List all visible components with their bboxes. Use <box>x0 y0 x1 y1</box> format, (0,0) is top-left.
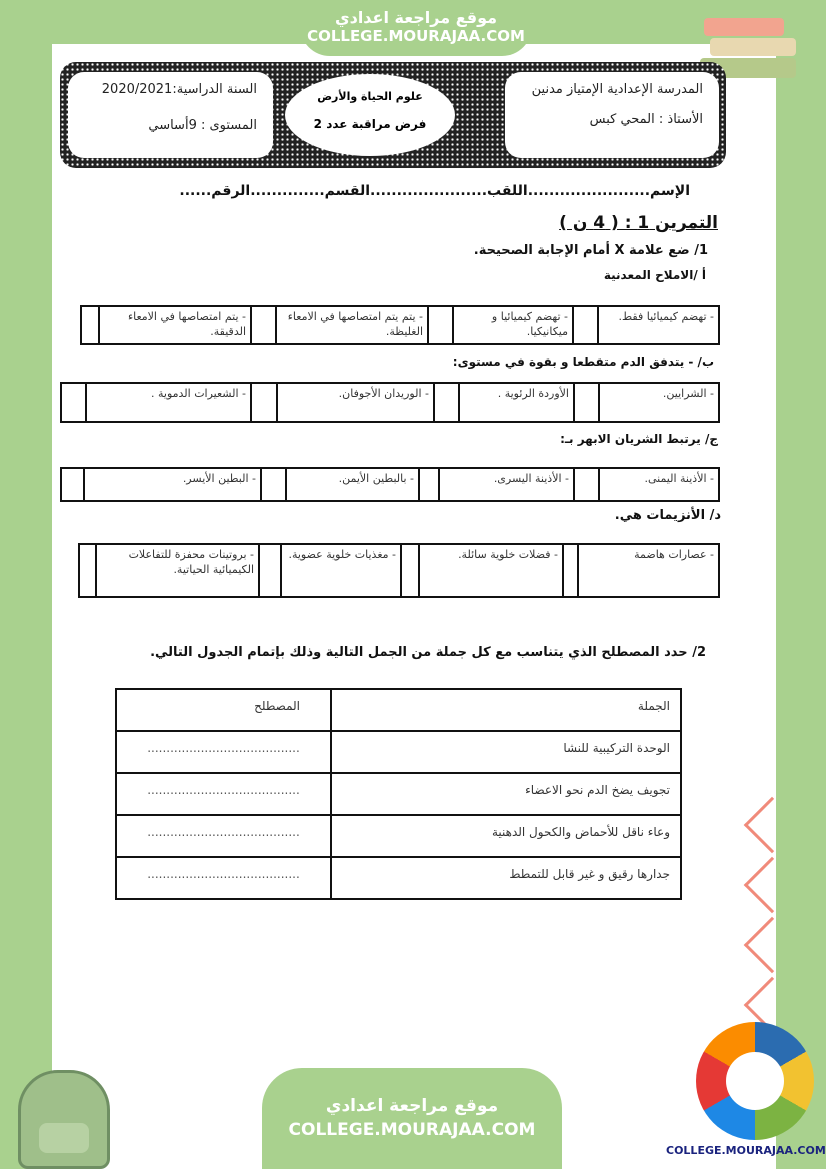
term-answer-cell[interactable]: ........................................ <box>115 856 332 900</box>
option-cell: - الأذينة اليمنى. <box>598 467 720 502</box>
table-row: وعاء ناقل للأحماض والكحول الدهنية.......… <box>115 814 682 858</box>
subject: علوم الحياة والأرض <box>317 90 423 103</box>
option-cell: - عصارات هاضمة <box>577 543 720 598</box>
question-d-options: - عصارات هاضمة - فضلات خلوية سائلة. - مغ… <box>78 543 720 598</box>
option-cell: - البطين الأيسر. <box>83 467 262 502</box>
header-term: المصطلح <box>115 688 332 732</box>
checkbox-cell[interactable] <box>433 382 460 423</box>
books-icon <box>700 14 810 84</box>
logo-domain: COLLEGE.MOURAJAA.COM <box>666 1144 826 1157</box>
site-banner-top: موقع مراجعة اعدادي COLLEGE.MOURAJAA.COM <box>300 0 532 56</box>
school-name: المدرسة الإعدادية الإمتياز مدنين <box>531 82 703 97</box>
site-domain: COLLEGE.MOURAJAA.COM <box>307 27 525 45</box>
site-name: موقع مراجعة اعدادي <box>334 8 498 27</box>
option-cell: - الأذينة اليسرى. <box>438 467 575 502</box>
site-banner-bottom: موقع مراجعة اعدادي COLLEGE.MOURAJAA.COM <box>262 1068 562 1169</box>
table-header-row: الجملة المصطلح <box>115 688 682 732</box>
site-name: موقع مراجعة اعدادي <box>325 1096 499 1116</box>
sentence-cell: الوحدة التركيبية للنشا <box>330 730 682 774</box>
teacher-name: الأستاذ : المحي كبس <box>589 112 703 127</box>
checkbox-cell[interactable] <box>250 305 277 345</box>
term-answer-cell[interactable]: ........................................ <box>115 772 332 816</box>
question-a-label: أ /الاملاح المعدنية <box>603 268 706 282</box>
option-cell: - يتم امتصاصها في الامعاء الدقيقة. <box>98 305 252 345</box>
exam-header: السنة الدراسية:2020/2021 المستوى : 9أساس… <box>60 62 726 168</box>
header-oval: علوم الحياة والأرض فرض مراقبة عدد 2 <box>285 74 455 156</box>
checkbox-cell[interactable] <box>572 305 599 345</box>
terms-table: الجملة المصطلح الوحدة التركيبية للنشا...… <box>115 688 682 900</box>
sentence-cell: جدارها رقيق و غير قابل للتمطط <box>330 856 682 900</box>
checkbox-cell[interactable] <box>258 543 282 598</box>
checkbox-cell[interactable] <box>250 382 278 423</box>
student-info-line[interactable]: الإسم.......................اللقب.......… <box>179 183 690 199</box>
term-answer-cell[interactable]: ........................................ <box>115 730 332 774</box>
option-cell: - بروتينات محفزة للتفاعلات الكيميائية ال… <box>95 543 260 598</box>
option-cell: - مغذيات خلوية عضوية. <box>280 543 402 598</box>
question-a-options: - تهضم كيميائيا فقط. - تهضم كيميائيا و م… <box>80 305 720 345</box>
option-cell: - تهضم كيميائيا و ميكانيكيا. <box>452 305 574 345</box>
question-b-label: ب/ - يتدفق الدم متقطعا و بقوة في مستوى: <box>452 355 714 369</box>
checkbox-cell[interactable] <box>418 467 440 502</box>
option-cell: - يتم يتم امتصاصها في الامعاء الغليظة. <box>275 305 429 345</box>
question-d-label: د/ الأنزيمات هي. <box>614 508 721 523</box>
table-row: تجويف يضخ الدم نحو الاعضاء..............… <box>115 772 682 816</box>
school-year: السنة الدراسية:2020/2021 <box>101 82 257 97</box>
backpack-icon <box>18 1070 110 1169</box>
page <box>52 44 776 1169</box>
table-row: جدارها رقيق و غير قابل للتمطط...........… <box>115 856 682 900</box>
checkbox-cell[interactable] <box>60 382 87 423</box>
option-cell: - بالبطين الأيمن. <box>285 467 420 502</box>
option-cell: - الشعيرات الدموية . <box>85 382 252 423</box>
header-sentence: الجملة <box>330 688 682 732</box>
header-left-box: السنة الدراسية:2020/2021 المستوى : 9أساس… <box>68 72 273 158</box>
sentence-cell: وعاء ناقل للأحماض والكحول الدهنية <box>330 814 682 858</box>
checkbox-cell[interactable] <box>260 467 287 502</box>
table-row: الوحدة التركيبية للنشا..................… <box>115 730 682 774</box>
checkbox-cell[interactable] <box>60 467 85 502</box>
exercise1-instruction: 1/ ضع علامة X أمام الإجابة الصحيحة. <box>473 243 708 258</box>
checkbox-cell[interactable] <box>573 382 600 423</box>
option-cell: الأوردة الرئوية . <box>458 382 575 423</box>
option-cell: - فضلات خلوية سائلة. <box>418 543 564 598</box>
option-cell: - الشرايين. <box>598 382 720 423</box>
exercise2-instruction: 2/ حدد المصطلح الذي يتناسب مع كل جملة من… <box>150 645 706 660</box>
question-c-options: - الأذينة اليمنى. - الأذينة اليسرى. - با… <box>60 467 720 502</box>
option-cell: - الوريدان الأجوفان. <box>276 382 435 423</box>
checkbox-cell[interactable] <box>562 543 579 598</box>
term-answer-cell[interactable]: ........................................ <box>115 814 332 858</box>
sentence-cell: تجويف يضخ الدم نحو الاعضاء <box>330 772 682 816</box>
checkbox-cell[interactable] <box>427 305 454 345</box>
site-domain: COLLEGE.MOURAJAA.COM <box>288 1120 536 1140</box>
subjects-wheel-logo <box>696 1022 814 1140</box>
option-cell: - تهضم كيميائيا فقط. <box>597 305 720 345</box>
checkbox-cell[interactable] <box>80 305 100 345</box>
checkbox-cell[interactable] <box>78 543 97 598</box>
checkbox-cell[interactable] <box>573 467 600 502</box>
checkbox-cell[interactable] <box>400 543 420 598</box>
exam-title: فرض مراقبة عدد 2 <box>313 117 427 131</box>
exercise1-title: التمرين 1 : ( 4 ن ) <box>559 213 718 233</box>
question-c-label: ج/ يرتبط الشريان الابهر بـ: <box>560 432 718 446</box>
header-right-box: المدرسة الإعدادية الإمتياز مدنين الأستاذ… <box>505 72 719 158</box>
level: المستوى : 9أساسي <box>148 118 257 133</box>
question-b-options: - الشرايين. الأوردة الرئوية . - الوريدان… <box>60 382 720 423</box>
